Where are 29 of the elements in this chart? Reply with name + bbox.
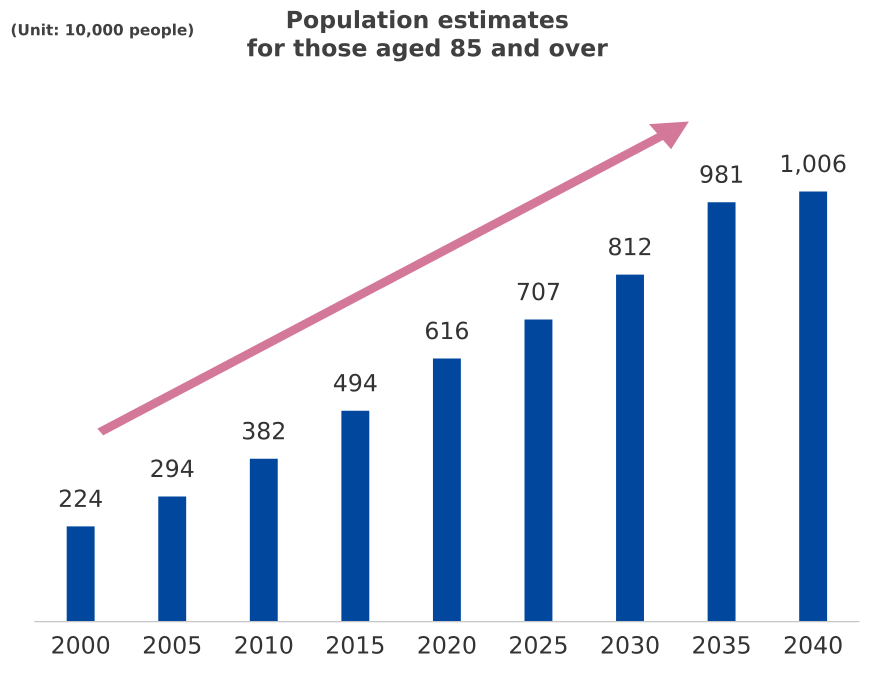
x-tick-label: 2020 (418, 636, 476, 654)
bar (340, 409, 371, 622)
data-label: 294 (151, 459, 194, 478)
x-tick-label: 2000 (52, 636, 110, 654)
data-label: 224 (60, 489, 102, 507)
data-label: 616 (426, 322, 468, 340)
data-label: 1,006 (782, 154, 846, 175)
data-label: 382 (243, 422, 284, 440)
x-tick-label: 2035 (693, 636, 750, 654)
bar (65, 525, 96, 622)
x-tick-label: 2005 (144, 636, 200, 654)
data-label: 494 (334, 374, 377, 392)
bar (614, 273, 646, 622)
text: (Unit: 10,000 people) (12, 24, 193, 38)
bar (248, 457, 280, 622)
bar (798, 190, 828, 622)
data-label: 981 (700, 165, 742, 184)
data-label: 812 (609, 238, 650, 256)
x-tick-label: 2025 (510, 636, 566, 654)
data-label: 707 (518, 282, 559, 300)
x-tick-label: 2040 (784, 636, 842, 654)
bar (156, 495, 188, 622)
chart-title: Population estimates for those aged 85 and over (247, 10, 608, 62)
bar (432, 357, 462, 622)
x-tick-label: 2015 (327, 636, 384, 654)
x-tick-label: 2010 (235, 636, 292, 654)
x-tick-label: 2030 (602, 636, 658, 654)
bar (706, 200, 737, 622)
bar (523, 318, 554, 622)
